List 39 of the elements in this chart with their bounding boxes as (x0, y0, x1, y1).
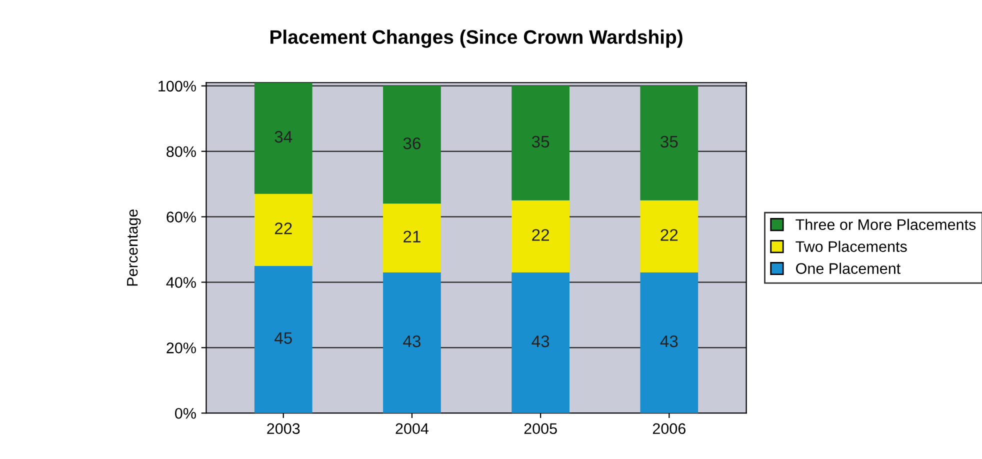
bar (512, 200, 570, 272)
bar (254, 194, 312, 266)
y-tick-label: 100% (158, 80, 196, 92)
data-label: 45 (274, 332, 292, 344)
bar (383, 204, 441, 272)
data-label: 22 (660, 229, 678, 241)
x-tick-label: 2005 (524, 423, 557, 434)
data-label: 34 (274, 130, 292, 143)
bar (512, 272, 570, 414)
x-tick-label: 2004 (396, 423, 429, 434)
bar (640, 86, 698, 200)
y-tick-label: 60% (166, 212, 196, 222)
data-label: 21 (404, 230, 420, 242)
bar (254, 82, 312, 194)
chart-title: Placement Changes (Since Crown Wardship) (270, 30, 682, 48)
y-tick-label: 0% (175, 408, 196, 419)
data-label: 22 (532, 229, 549, 241)
y-axis-title: Percentage (127, 209, 141, 286)
legend-label: Three or More Placements (796, 218, 976, 230)
bar (512, 86, 570, 200)
data-label: 43 (403, 335, 421, 348)
bar (640, 200, 698, 272)
data-label: 36 (403, 137, 421, 150)
y-tick-label: 20% (166, 342, 196, 354)
x-tick-label: 2003 (267, 423, 300, 434)
data-label: 43 (532, 335, 550, 348)
data-label: 22 (274, 222, 292, 234)
legend-label: Two Placements (796, 240, 907, 252)
bar (640, 272, 698, 414)
data-label: 35 (660, 136, 678, 148)
data-label: 35 (532, 136, 550, 148)
y-tick-label: 80% (166, 146, 196, 158)
bar (254, 266, 312, 414)
bar (383, 272, 441, 414)
bar (383, 86, 441, 204)
legend-label: One Placement (796, 262, 901, 274)
y-tick-label: 40% (166, 277, 196, 288)
data-label: 43 (660, 335, 678, 348)
x-tick-label: 2006 (652, 423, 686, 434)
